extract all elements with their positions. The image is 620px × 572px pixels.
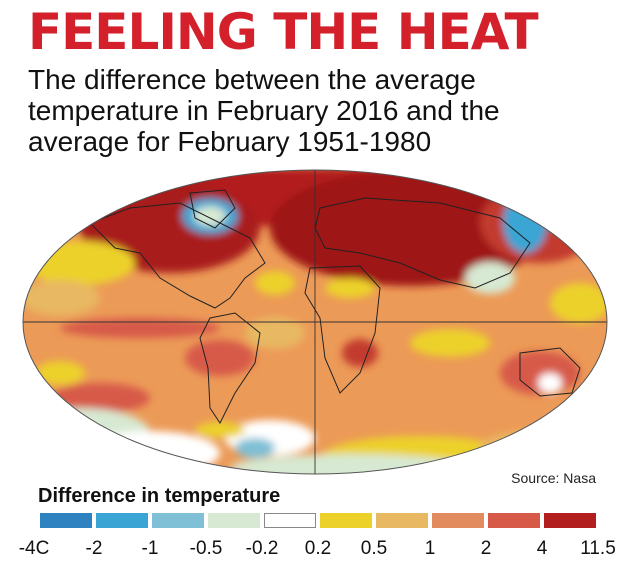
greenland-outline (189, 189, 236, 229)
legend-swatch (376, 513, 428, 528)
world-map-svg (22, 169, 608, 475)
legend-tick-label: 0.2 (304, 538, 332, 559)
legend-tick-label: -0.2 (245, 538, 279, 559)
temperature-anomaly-map (20, 168, 610, 476)
north-america-outline (89, 202, 266, 309)
legend-tick-label: 0.5 (360, 538, 388, 559)
legend-swatch (432, 513, 484, 528)
legend-swatch (264, 513, 316, 528)
legend-tick-label: -2 (85, 538, 103, 559)
source-credit: Source: Nasa (511, 470, 596, 486)
legend-tick-label: -4C (18, 538, 50, 559)
legend-ticks: -4C -2 -1 -0.5 -0.2 0.2 0.5 1 2 4 11.5 (0, 538, 620, 564)
legend-color-scale (40, 513, 600, 528)
legend-swatch (488, 513, 540, 528)
eurasia-outline (314, 197, 531, 289)
subtitle: The difference between the average tempe… (28, 64, 500, 157)
legend-swatch (544, 513, 596, 528)
south-america-outline (199, 312, 261, 424)
legend-tick-label: 4 (536, 538, 548, 559)
globe-border (22, 169, 608, 475)
headline: FEELING THE HEAT (28, 3, 539, 61)
legend-swatch (208, 513, 260, 528)
legend-title: Difference in temperature (38, 485, 281, 507)
legend-swatch (152, 513, 204, 528)
legend-swatch (320, 513, 372, 528)
legend-swatch (40, 513, 92, 528)
legend-tick-label: 2 (480, 538, 492, 559)
australia-outline (519, 347, 581, 397)
legend-tick-label: 1 (424, 538, 436, 559)
legend-tick-label: 11.5 (580, 538, 616, 559)
africa-outline (304, 265, 381, 394)
legend-tick-label: -0.5 (189, 538, 223, 559)
continent-outlines (89, 189, 581, 424)
legend-swatch (96, 513, 148, 528)
legend-tick-label: -1 (141, 538, 159, 559)
